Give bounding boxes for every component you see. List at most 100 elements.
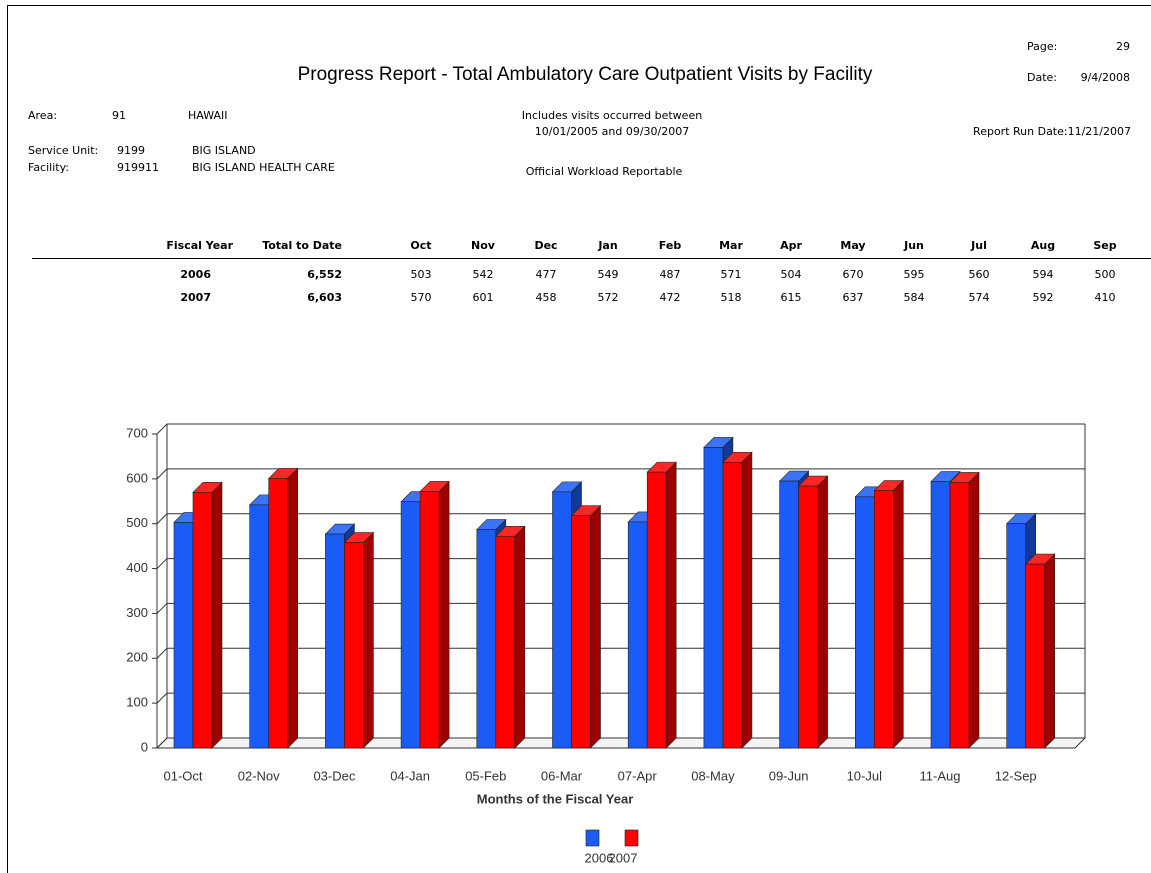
row-year: 2007 — [180, 291, 211, 304]
service-unit-code: 9199 — [117, 144, 145, 157]
service-unit-name: BIG ISLAND — [192, 144, 256, 157]
range-line: 10/01/2005 and 09/30/2007 — [535, 125, 690, 138]
legend-label: 2006 — [585, 850, 614, 865]
month-value: 503 — [411, 268, 432, 281]
month-value: 584 — [904, 291, 925, 304]
month-value: 477 — [536, 268, 557, 281]
column-header: Fiscal Year — [166, 239, 233, 252]
bar-side — [665, 461, 677, 749]
y-tick-label: 500 — [126, 515, 148, 530]
month-value: 542 — [473, 268, 494, 281]
y-tick-label: 200 — [126, 650, 148, 665]
bar-side — [438, 480, 450, 749]
run-date: Report Run Date:11/21/2007 — [973, 125, 1131, 138]
month-value: 518 — [721, 291, 742, 304]
column-header: May — [840, 239, 865, 252]
grid-diagonal — [156, 423, 168, 435]
row-total: 6,552 — [307, 268, 342, 281]
bar-side — [211, 481, 223, 749]
row-total: 6,603 — [307, 291, 342, 304]
area-code: 91 — [112, 109, 126, 122]
bar-side — [741, 451, 753, 749]
month-value: 615 — [781, 291, 802, 304]
service-unit-label: Service Unit: — [28, 144, 98, 157]
bar — [325, 533, 345, 749]
bar-side — [1044, 553, 1055, 749]
column-header: Jun — [903, 239, 924, 252]
month-value: 637 — [843, 291, 864, 304]
bar-side — [514, 525, 526, 749]
column-header: Total to Date — [262, 239, 342, 252]
bar — [798, 485, 818, 749]
legend-swatch — [585, 829, 600, 847]
grid-diagonal — [156, 647, 168, 659]
bar — [344, 542, 364, 749]
y-tick-label: 300 — [126, 605, 148, 620]
y-tick-label: 700 — [126, 425, 148, 440]
y-tick-label: 0 — [141, 739, 148, 754]
bar — [249, 504, 269, 749]
column-header: Oct — [410, 239, 431, 252]
bar-side — [817, 475, 828, 749]
x-tick-label: 03-Dec — [313, 768, 355, 783]
bar — [571, 515, 591, 749]
column-header: Dec — [534, 239, 557, 252]
column-header: Feb — [659, 239, 682, 252]
grid-diagonal — [156, 603, 168, 614]
bar — [495, 535, 516, 749]
bar — [779, 480, 799, 749]
grid-diagonal — [156, 558, 168, 569]
facility-code: 919911 — [117, 161, 159, 174]
x-tick-label: 04-Jan — [390, 768, 430, 783]
x-tick-label: 11-Aug — [920, 768, 961, 783]
row-year: 2006 — [180, 268, 211, 281]
facility-label: Facility: — [28, 161, 69, 174]
month-value: 504 — [781, 268, 802, 281]
month-value: 571 — [721, 268, 742, 281]
x-tick-label: 02-Nov — [238, 768, 280, 783]
y-tick-label: 600 — [126, 470, 148, 485]
x-tick-label: 06-Mar — [541, 768, 583, 783]
bar — [722, 461, 743, 749]
month-value: 472 — [660, 291, 681, 304]
column-header: Aug — [1031, 239, 1055, 252]
x-tick-label: 12-Sep — [995, 768, 1037, 783]
facility-name: BIG ISLAND HEALTH CARE — [192, 161, 335, 174]
month-value: 572 — [598, 291, 619, 304]
bar — [854, 496, 875, 749]
bar — [192, 492, 213, 749]
grid-diagonal — [156, 692, 168, 704]
date: 9/4/2008 — [1081, 71, 1130, 84]
month-value: 500 — [1095, 268, 1116, 281]
legend-swatch — [624, 829, 639, 847]
area-name: HAWAII — [188, 109, 227, 122]
workload: Official Workload Reportable — [526, 165, 683, 178]
bar — [703, 447, 724, 749]
bar — [173, 522, 194, 749]
page-number: 29 — [1116, 40, 1130, 53]
x-tick-label: 01-Oct — [163, 768, 202, 783]
y-tick-label: 400 — [126, 560, 148, 575]
column-header: Apr — [780, 239, 802, 252]
grid-diagonal — [156, 468, 168, 480]
month-value: 670 — [843, 268, 864, 281]
range-line: Includes visits occurred between — [522, 109, 702, 122]
month-value: 549 — [598, 268, 619, 281]
x-tick-label: 07-Apr — [618, 768, 658, 783]
x-tick-label: 10-Jul — [847, 768, 883, 783]
bar — [646, 471, 667, 749]
month-value: 601 — [473, 291, 494, 304]
bar — [1025, 563, 1045, 749]
month-value: 560 — [969, 268, 990, 281]
bar-side — [590, 504, 601, 749]
month-value: 574 — [969, 291, 990, 304]
grid-diagonal — [156, 513, 168, 525]
bar-side — [287, 467, 299, 749]
x-tick-label: 05-Feb — [465, 768, 506, 783]
date-label: Date: — [1027, 71, 1057, 84]
month-value: 592 — [1033, 291, 1054, 304]
month-value: 595 — [904, 268, 925, 281]
bar — [930, 481, 951, 749]
bar-side — [892, 479, 904, 749]
